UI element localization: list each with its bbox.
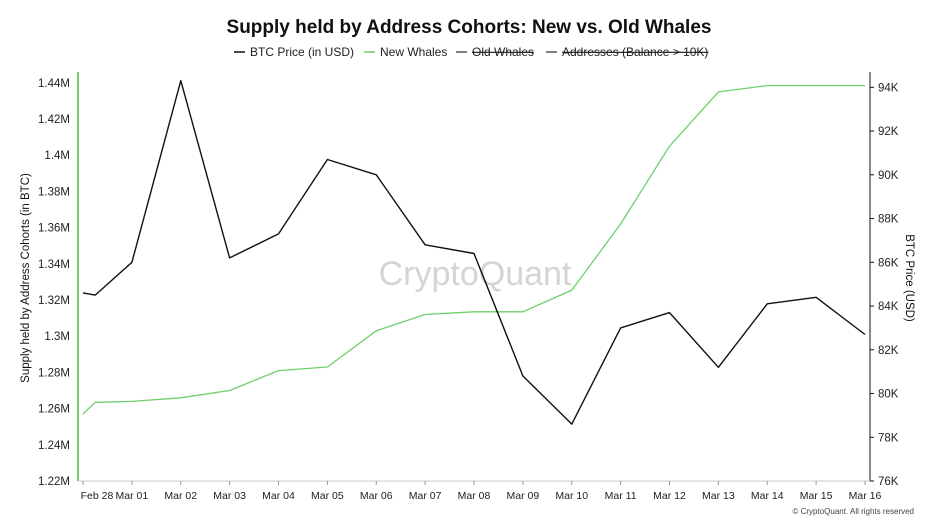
y2-tick-label: 80K [878, 389, 899, 401]
y-tick-label: 1.38M [38, 186, 70, 198]
y2-tick-label: 84K [878, 301, 899, 313]
y2-tick-label: 78K [878, 432, 899, 444]
btc-price-in-usd-line[interactable] [82, 80, 866, 425]
new-whales-line[interactable] [82, 84, 865, 415]
legend-item[interactable]: New Whales [364, 45, 447, 59]
series-layer [82, 80, 866, 425]
legend-item[interactable]: Old Whales [456, 45, 534, 59]
y2-axis-title: BTC Price (USD) [903, 234, 915, 322]
y-axis-title: Supply held by Address Cohorts (in BTC) [20, 173, 32, 383]
y2-tick-label: 82K [878, 345, 899, 357]
y2-tick-label: 76K [878, 476, 899, 488]
y-axis-ticks: 1.22M 1.24M 1.26M 1.28M 1.3M 1.32M 1.34M 1.36M 1… [38, 78, 70, 488]
watermark: CryptoQuant [379, 255, 572, 293]
chart-title: Supply held by Address Cohorts: New vs. … [227, 17, 712, 38]
y-tick-label: 1.4M [44, 150, 70, 162]
y-tick-label: 1.36M [38, 223, 70, 235]
x-tick-label: Mar 10 [555, 490, 588, 502]
y-tick-label: 1.32M [38, 295, 70, 307]
y-tick-label: 1.34M [38, 259, 70, 271]
x-tick-label: Feb 28 [81, 490, 114, 502]
x-tick-label: Mar 13 [702, 490, 735, 502]
x-tick-label: Mar 16 [849, 490, 882, 502]
y2-tick-label: 88K [878, 214, 899, 226]
y-tick-label: 1.42M [38, 114, 70, 126]
legend-item[interactable]: BTC Price (in USD) [234, 45, 354, 59]
copyright-footer: © CryptoQuant. All rights reserved [793, 507, 915, 516]
legend-label: New Whales [380, 45, 447, 59]
x-tick-label: Mar 15 [800, 490, 833, 502]
legend[interactable]: BTC Price (in USD) New Whales Old Whales Ad… [234, 45, 708, 59]
x-tick-label: Mar 09 [507, 490, 540, 502]
x-tick-label: Mar 03 [213, 490, 246, 502]
y-tick-label: 1.3M [44, 331, 70, 343]
x-axis-ticks: Feb 28 Mar 01 Mar 02 Mar 03 Mar 04 Mar 05 Mar … [81, 481, 882, 502]
x-tick-label: Mar 06 [360, 490, 393, 502]
x-tick-label: Mar 11 [605, 490, 637, 502]
y-tick-label: 1.44M [38, 78, 70, 90]
x-tick-label: Mar 04 [262, 490, 295, 502]
y-tick-label: 1.28M [38, 367, 70, 379]
x-tick-label: Mar 12 [653, 490, 686, 502]
x-tick-label: Mar 02 [164, 490, 197, 502]
y2-tick-label: 90K [878, 170, 899, 182]
y2-tick-label: 92K [878, 126, 899, 138]
legend-label: BTC Price (in USD) [250, 45, 354, 59]
y-tick-label: 1.26M [38, 404, 70, 416]
y2-tick-label: 86K [878, 257, 899, 269]
y-tick-label: 1.22M [38, 476, 70, 488]
y2-tick-label: 94K [878, 82, 899, 94]
x-tick-label: Mar 14 [751, 490, 784, 502]
y2-axis-ticks: 76K 78K 80K 82K 84K 86K 88K 90K 92K 94K [870, 82, 899, 488]
x-tick-label: Mar 08 [458, 490, 491, 502]
legend-item[interactable]: Addresses (Balance > 10K) [546, 45, 708, 59]
legend-label: Addresses (Balance > 10K) [562, 45, 708, 59]
x-tick-label: Mar 01 [116, 490, 149, 502]
legend-label: Old Whales [472, 45, 534, 59]
x-tick-label: Mar 07 [409, 490, 442, 502]
x-tick-label: Mar 05 [311, 490, 344, 502]
y-tick-label: 1.24M [38, 440, 70, 452]
